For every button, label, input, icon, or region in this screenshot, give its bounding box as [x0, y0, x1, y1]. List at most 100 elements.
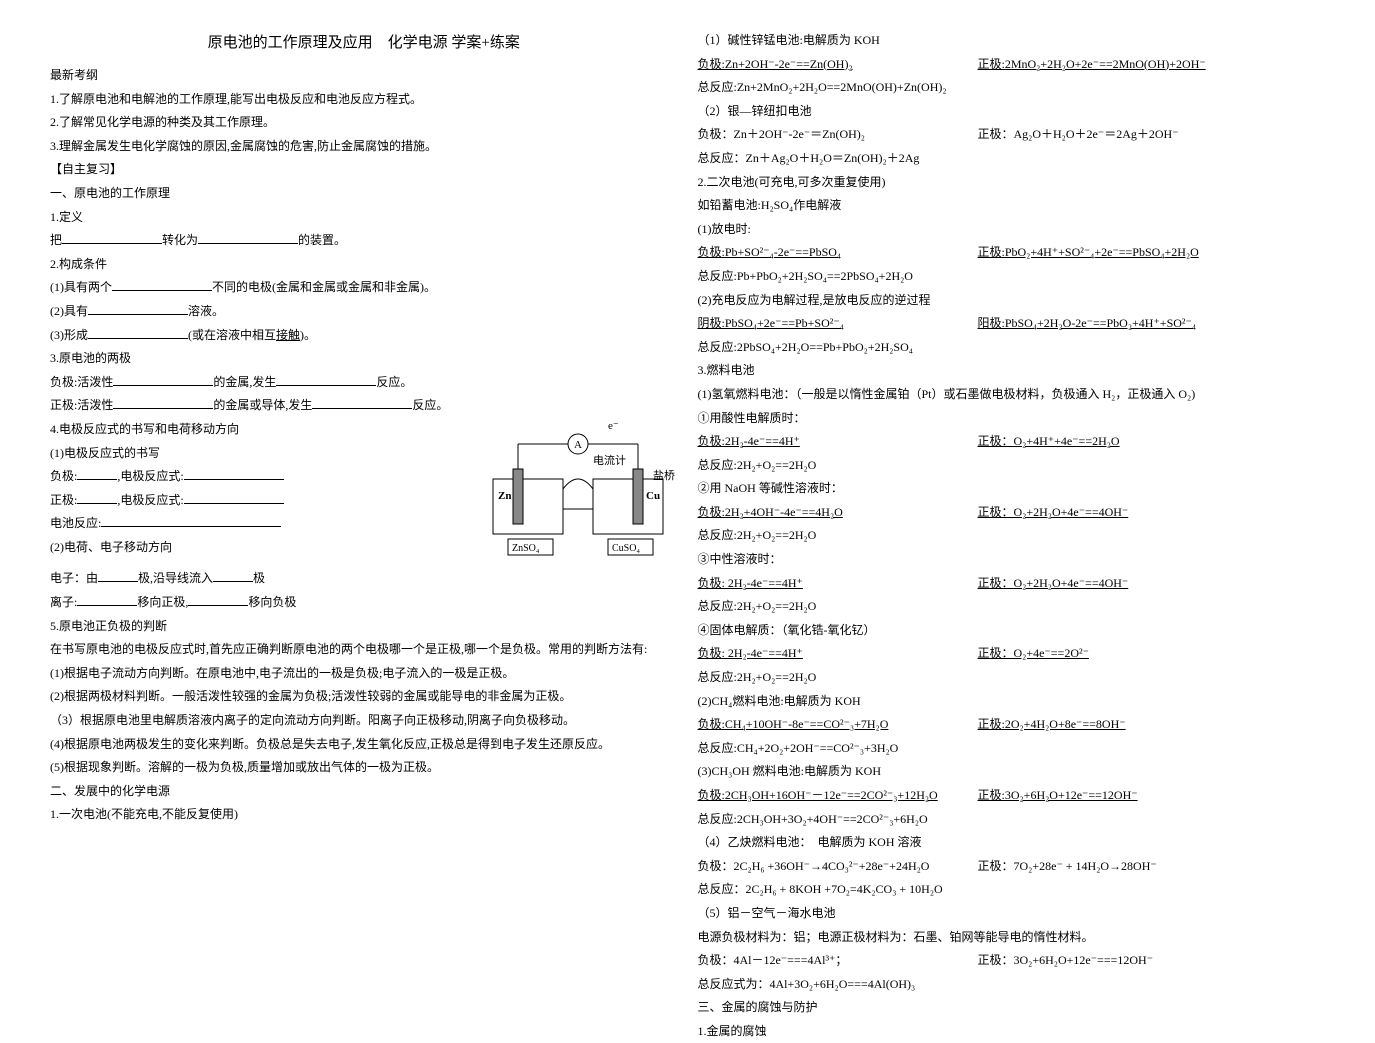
pos-electrode: 正极：O₂+2H₂O+4e⁻==4OH⁻ — [978, 573, 1326, 595]
text: 的装置。 — [298, 233, 346, 247]
total-reaction: 总反应:2H₂+O₂==2H₂O — [698, 525, 1326, 547]
text: 不同的电极(金属和金属或金属和非金属)。 — [212, 280, 436, 294]
blank — [113, 385, 213, 386]
electron-line: 电子：由极,沿导线流入极 — [50, 568, 678, 590]
text: 的金属,发生 — [213, 375, 276, 389]
text: (3)形成 — [50, 328, 88, 342]
text: 负极: — [50, 469, 77, 483]
pos-electrode: 正极：7O₂+28e⁻ + 14H₂O→28OH⁻ — [978, 856, 1326, 878]
pos-electrode: 正极:PbO₂+4H⁺+SO²⁻₄+2e⁻==PbSO₄+2H₂O — [978, 242, 1326, 264]
text: 离子: — [50, 595, 77, 609]
circuit-diagram: e⁻ A 电流计 盐桥 Zn Cu ZnSO₄ CuSO₄ — [478, 419, 678, 559]
text: 极 — [253, 571, 265, 585]
cathode: 阴极:PbSO₄+2e⁻==Pb+SO²⁻₄ — [698, 313, 978, 335]
text: 移向正极, — [137, 595, 188, 609]
condition-header: ①用酸性电解质时： — [698, 408, 1326, 430]
electrode-pair: 负极: 2H₂-4e⁻==4H⁺ 正极：O₂+2H₂O+4e⁻==4OH⁻ — [698, 573, 1326, 595]
electrode-pair: 负极：4Al－12e⁻===4Al³⁺； 正极：3O₂+6H₂O+12e⁻===… — [698, 950, 1326, 972]
neg-electrode: 负极: 2H₂-4e⁻==4H⁺ — [698, 643, 978, 665]
blank — [77, 503, 117, 504]
fuel-cell-desc: (1)氢氧燃料电池：（一般是以惰性金属铂（Pt）或石墨做电极材料，负极通入 H₂… — [698, 384, 1326, 406]
method-item: (5)根据现象判断。溶解的一极为负极,质量增加或放出气体的一极为正极。 — [50, 757, 678, 779]
condition-line: (2)具有溶液。 — [50, 301, 678, 323]
text: )。 — [300, 328, 316, 342]
syllabus-item: 1.了解原电池和电解池的工作原理,能写出电极反应和电池反应方程式。 — [50, 89, 678, 111]
text: (2)具有 — [50, 304, 88, 318]
pos-electrode: 正极：O₂+4e⁻==2O²⁻ — [978, 643, 1326, 665]
text-underlined: 接触 — [276, 328, 300, 342]
blank — [184, 479, 284, 480]
blank — [77, 479, 117, 480]
condition-header: ③中性溶液时： — [698, 549, 1326, 571]
text: 负极:活泼性 — [50, 375, 113, 389]
electrode-pair: 负极:2H₂+4OH⁻-4e⁻==4H₂O 正极：O₂+2H₂O+4e⁻==4O… — [698, 502, 1326, 524]
definition-line: 把 转化为 的装置。 — [50, 230, 678, 252]
method-item: (2)根据两极材料判断。一般活泼性较强的金属为负极;活泼性较弱的金属或能导电的非… — [50, 686, 678, 708]
neg-electrode: 负极:2CH₃OH+16OH⁻－12e⁻==2CO²⁻₃+12H₂O — [698, 785, 978, 807]
electrode-line: 正极:活泼性的金属或导体,发生反应。 — [50, 395, 678, 417]
electrode-pair: 负极：2C₂H₆ +36OH⁻→4CO₃²⁻+28e⁻+24H₂O 正极：7O₂… — [698, 856, 1326, 878]
text: 转化为 — [162, 233, 198, 247]
review-header: 【自主复习】 — [50, 159, 678, 181]
subsection: 3.原电池的两极 — [50, 348, 678, 370]
text: ,电极反应式: — [117, 493, 183, 507]
condition-line: (3)形成 (或在溶液中相互接触)。 — [50, 325, 678, 347]
battery-header: （1）碱性锌锰电池:电解质为 KOH — [698, 30, 1326, 52]
total-reaction: 总反应：Zn＋Ag₂O＋H₂O＝Zn(OH)₂＋2Ag — [698, 148, 1326, 170]
pos-electrode: 正极:2MnO₂+2H₂O+2e⁻==2MnO(OH)+2OH⁻ — [978, 54, 1326, 76]
total-reaction: 总反应:2CH₃OH+3O₂+4OH⁻==2CO²⁻₃+6H₂O — [698, 809, 1326, 831]
text: (或在溶液中相互 — [188, 328, 276, 342]
text: 极,沿导线流入 — [138, 571, 213, 585]
blank — [213, 581, 253, 582]
electrode-pair: 负极:2H₂-4e⁻==4H⁺ 正极：O₂+4H⁺+4e⁻==2H₂O — [698, 431, 1326, 453]
neg-electrode: 负极:Pb+SO²⁻₄-2e⁻==PbSO₄ — [698, 242, 978, 264]
electrode-pair: 负极:Pb+SO²⁻₄-2e⁻==PbSO₄ 正极:PbO₂+4H⁺+SO²⁻₄… — [698, 242, 1326, 264]
fuel-cell-header: （5）铝－空气－海水电池 — [698, 903, 1326, 925]
electrode-pair: 负极: 2H₂-4e⁻==4H⁺ 正极：O₂+4e⁻==2O²⁻ — [698, 643, 1326, 665]
subsection: 2.构成条件 — [50, 254, 678, 276]
total-reaction: 总反应:Pb+PbO₂+2H₂SO₄==2PbSO₄+2H₂O — [698, 266, 1326, 288]
label-e: e⁻ — [608, 420, 619, 432]
pos-electrode: 正极:3O₂+6H₂O+12e⁻==12OH⁻ — [978, 785, 1326, 807]
text: 反应。 — [412, 398, 448, 412]
neg-electrode: 负极: 2H₂-4e⁻==4H⁺ — [698, 573, 978, 595]
fuel-cell-header: (3)CH₃OH 燃料电池:电解质为 KOH — [698, 761, 1326, 783]
pos-electrode: 正极：O₂+4H⁺+4e⁻==2H₂O — [978, 431, 1326, 453]
method-item: （3）根据原电池里电解质溶液内离子的定向流动方向判断。阳离子向正极移动,阴离子向… — [50, 710, 678, 732]
document-title: 原电池的工作原理及应用 化学电源 学案+练案 — [50, 30, 678, 57]
label-cuso4: CuSO₄ — [612, 543, 640, 554]
label-ammeter: 电流计 — [593, 453, 626, 467]
battery-header: （2）银—锌纽扣电池 — [698, 101, 1326, 123]
anode: 阳极:PbSO₄+2H₂O-2e⁻==PbO₂+4H⁺+SO²⁻₄ — [978, 313, 1326, 335]
blank — [198, 243, 298, 244]
text: 的金属或导体,发生 — [213, 398, 312, 412]
section-header: 一、原电池的工作原理 — [50, 183, 678, 205]
condition-header: ②用 NaOH 等碱性溶液时： — [698, 478, 1326, 500]
neg-electrode: 负极:Zn+2OH⁻-2e⁻==Zn(OH)₂ — [698, 54, 978, 76]
intro-text: 在书写原电池的电极反应式时,首先应正确判断原电池的两个电极哪一个是正极,哪一个是… — [50, 639, 678, 661]
right-column: （1）碱性锌锰电池:电解质为 KOH 负极:Zn+2OH⁻-2e⁻==Zn(OH… — [688, 30, 1336, 941]
total-reaction: 总反应:CH₄+2O₂+2OH⁻==CO²⁻₃+3H₂O — [698, 738, 1326, 760]
neg-electrode: 负极:CH₄+10OH⁻-8e⁻==CO²⁻₃+7H₂O — [698, 714, 978, 736]
total-reaction: 总反应:Zn+2MnO₂+2H₂O==2MnO(OH)+Zn(OH)₂ — [698, 77, 1326, 99]
text: 正极: — [50, 493, 77, 507]
blank — [113, 408, 213, 409]
text: 把 — [50, 233, 62, 247]
electrode-pair: 负极:2CH₃OH+16OH⁻－12e⁻==2CO²⁻₃+12H₂O 正极:3O… — [698, 785, 1326, 807]
battery-type: 3.燃料电池 — [698, 360, 1326, 382]
battery-type: 2.二次电池(可充电,可多次重复使用) — [698, 172, 1326, 194]
pos-electrode: 正极：3O₂+6H₂O+12e⁻===12OH⁻ — [978, 950, 1326, 972]
total-reaction: 总反应:2H₂+O₂==2H₂O — [698, 596, 1326, 618]
syllabus-item: 2.了解常见化学电源的种类及其工作原理。 — [50, 112, 678, 134]
battery-desc: 如铅蓄电池:H₂SO₄作电解液 — [698, 195, 1326, 217]
battery-type: 1.一次电池(不能充电,不能反复使用) — [50, 804, 678, 826]
pos-electrode: 正极：O₂+2H₂O+4e⁻==4OH⁻ — [978, 502, 1326, 524]
fuel-cell-header: （4）乙炔燃料电池： 电解质为 KOH 溶液 — [698, 832, 1326, 854]
method-item: (1)根据电子流动方向判断。在原电池中,电子流出的一极是负极;电子流入的一极是正… — [50, 663, 678, 685]
neg-electrode: 负极：4Al－12e⁻===4Al³⁺； — [698, 950, 978, 972]
label-bridge: 盐桥 — [653, 469, 675, 482]
blank — [184, 503, 284, 504]
electrode-pair: 负极:Zn+2OH⁻-2e⁻==Zn(OH)₂ 正极:2MnO₂+2H₂O+2e… — [698, 54, 1326, 76]
blank — [312, 408, 412, 409]
blank — [101, 526, 281, 527]
